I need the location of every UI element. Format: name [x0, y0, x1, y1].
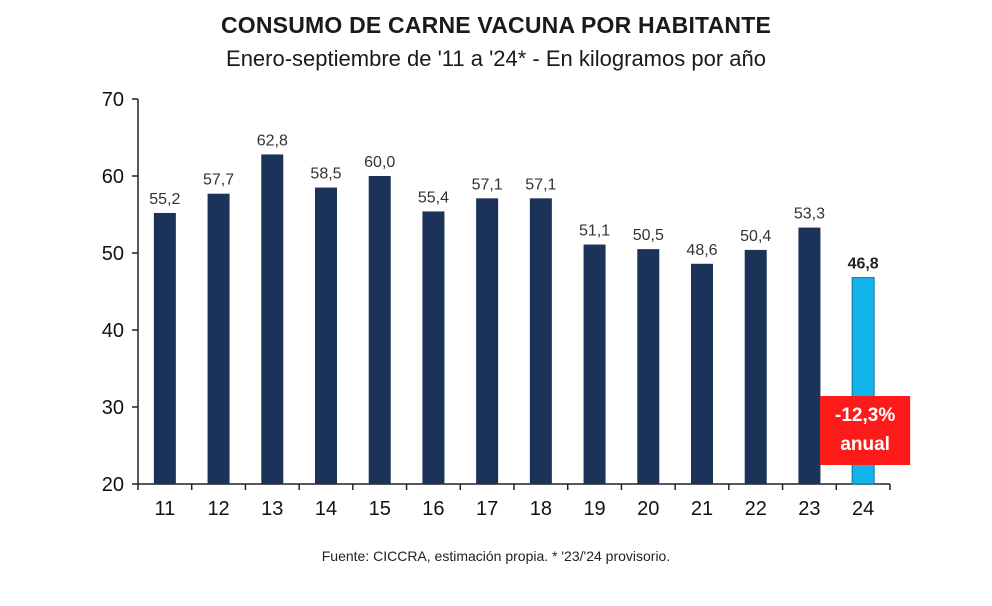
bar-14 [315, 187, 337, 485]
data-label-12: 57,7 [203, 172, 234, 189]
bar-15 [368, 176, 391, 484]
data-label-14: 58,5 [310, 166, 341, 183]
x-tick-label: 14 [315, 498, 337, 520]
y-tick-label: 20 [102, 474, 124, 496]
data-label-18: 57,1 [525, 176, 556, 193]
data-label-17: 57,1 [472, 176, 503, 193]
x-tick-label: 12 [207, 498, 229, 520]
data-label-23: 53,3 [794, 206, 825, 223]
bar-19 [583, 244, 606, 484]
data-label-22: 50,4 [740, 228, 771, 245]
data-label-24: 46,8 [848, 256, 879, 273]
x-tick-label: 15 [369, 498, 391, 520]
bar-22 [744, 249, 767, 484]
data-label-11: 55,2 [149, 191, 180, 208]
x-tick-label: 19 [583, 498, 605, 520]
x-tick-label: 23 [798, 498, 820, 520]
x-tick-label: 16 [422, 498, 444, 520]
data-label-20: 50,5 [633, 227, 664, 244]
x-tick-label: 17 [476, 498, 498, 520]
annual-change-badge: -12,3% anual [820, 396, 911, 465]
annual-change-value: -12,3% [835, 405, 895, 426]
data-label-21: 48,6 [686, 242, 717, 259]
x-tick-label: 13 [261, 498, 283, 520]
y-tick-label: 40 [102, 320, 124, 342]
bar-16 [422, 211, 445, 485]
x-tick-label: 22 [745, 498, 767, 520]
x-tick-label: 21 [691, 498, 713, 520]
bar-12 [207, 193, 230, 484]
bar-23 [798, 227, 821, 484]
chart-title: CONSUMO DE CARNE VACUNA POR HABITANTE [220, 12, 772, 38]
bar-13 [261, 154, 284, 484]
y-tick-label: 70 [102, 89, 124, 111]
data-labels: 55,2 57,7 62,8 58,5 60,0 55,4 57,1 57,1 51,1 50,5… [149, 132, 879, 272]
x-tick-label: 18 [530, 498, 552, 520]
y-tick-label: 50 [102, 243, 124, 265]
bar-11 [153, 212, 176, 484]
x-ticks: 11 12 13 14 15 16 17 18 19 20 21 22 23 24 [137, 484, 891, 520]
data-label-15: 60,0 [364, 154, 395, 171]
x-tick-label: 24 [852, 498, 874, 520]
bars [153, 154, 875, 485]
annual-change-label: anual [840, 434, 890, 455]
source-note: Fuente: CICCRA, estimación propia. * '23… [321, 548, 671, 564]
data-label-19: 51,1 [579, 223, 610, 240]
x-tick-label: 11 [154, 498, 175, 520]
chart-subtitle: Enero-septiembre de '11 a '24* - En kilo… [226, 46, 766, 71]
x-tick-label: 20 [637, 498, 659, 520]
y-tick-label: 30 [102, 397, 124, 419]
annual-change-box [820, 396, 911, 465]
data-label-13: 62,8 [257, 132, 288, 149]
data-label-16: 55,4 [418, 189, 449, 206]
y-tick-label: 60 [102, 166, 124, 188]
y-ticks: 20 30 40 50 60 70 [102, 89, 138, 496]
bar-20 [637, 249, 660, 484]
bar-21 [691, 263, 713, 484]
bar-17 [476, 198, 499, 484]
bar-18 [529, 198, 552, 484]
